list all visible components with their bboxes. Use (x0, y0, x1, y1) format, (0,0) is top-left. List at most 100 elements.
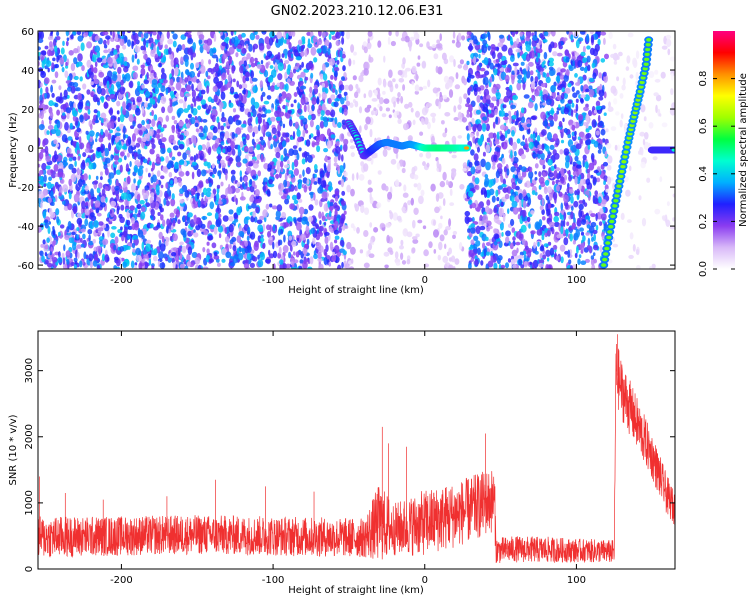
heatmap-cell (394, 251, 399, 259)
heatmap-cell (118, 213, 123, 219)
heatmap-cell (422, 85, 427, 90)
heatmap-cell (313, 87, 319, 95)
heatmap-cell (72, 205, 78, 214)
heatmap-cell (417, 55, 421, 60)
heatmap-cell (66, 226, 70, 233)
heatmap-cell (309, 119, 314, 128)
heatmap-cell (190, 106, 194, 114)
heatmap-cell (127, 39, 131, 47)
heatmap-cell (211, 114, 216, 123)
heatmap-cell (303, 104, 307, 113)
heatmap-cell (127, 235, 132, 240)
heatmap-cell (70, 85, 76, 94)
heatmap-cell (472, 124, 477, 133)
heatmap-cell (221, 86, 226, 92)
heatmap-cell (39, 100, 43, 105)
heatmap-cell (336, 164, 340, 171)
heatmap-cell (213, 76, 220, 84)
heatmap-cell (438, 163, 442, 173)
heatmap-cell (167, 147, 172, 154)
heatmap-cell (244, 240, 249, 247)
heatmap-cell (55, 208, 60, 216)
heatmap-cell (194, 116, 198, 121)
heatmap-cell (47, 49, 52, 57)
heatmap-cell (284, 198, 290, 205)
heatmap-cell (508, 110, 512, 118)
heatmap-cell (352, 75, 357, 81)
heatmap-cell (551, 31, 556, 37)
heatmap-cell (537, 71, 541, 80)
heatmap-cell (238, 231, 245, 237)
heatmap-cell (101, 58, 107, 64)
heatmap-cell (284, 60, 290, 64)
heatmap-cell (253, 242, 259, 251)
heatmap-cell (317, 177, 322, 185)
heatmap-cell (322, 73, 328, 81)
heatmap-cell (123, 143, 126, 150)
heatmap-cell (258, 124, 261, 132)
heatmap-cell (68, 178, 72, 187)
heatmap-cell (449, 202, 455, 207)
heatmap-cell (90, 212, 95, 218)
heatmap-cell (573, 200, 579, 208)
heatmap-cell (366, 41, 372, 50)
heatmap-cell (558, 104, 561, 109)
heatmap-cell (602, 138, 606, 143)
heatmap-cell (252, 158, 256, 164)
heatmap-cell (214, 142, 218, 149)
heatmap-cell (280, 167, 284, 173)
heatmap-cell (233, 212, 238, 219)
heatmap-cell (101, 118, 104, 124)
heatmap-cell (363, 230, 369, 237)
heatmap-cell (485, 205, 490, 214)
heatmap-cell (358, 125, 362, 134)
heatmap-cell (134, 45, 141, 53)
heatmap-cell (368, 89, 373, 98)
heatmap-cell (274, 146, 281, 154)
heatmap-cell (319, 170, 325, 178)
heatmap-cell (141, 33, 144, 39)
heatmap-cell (137, 123, 143, 129)
heatmap-cell (239, 106, 245, 112)
heatmap-cell (160, 184, 164, 189)
heatmap-cell (134, 262, 138, 266)
heatmap-cell (242, 138, 247, 146)
heatmap-cell (42, 139, 46, 147)
heatmap-cell (285, 136, 289, 142)
heatmap-cell (185, 138, 190, 147)
heatmap-cell (468, 161, 473, 168)
heatmap-cell (568, 65, 574, 72)
heatmap-cell (151, 143, 156, 149)
heatmap-cell (278, 246, 282, 255)
heatmap-cell (559, 244, 566, 252)
heatmap-cell (179, 134, 184, 141)
heatmap-cell (588, 110, 592, 117)
heatmap-cell (38, 151, 44, 160)
heatmap-cell (385, 107, 390, 112)
heatmap-cell (75, 87, 81, 92)
heatmap-cell (577, 258, 581, 265)
heatmap-cell (90, 188, 94, 197)
heatmap-cell (415, 233, 420, 238)
heatmap-cell (328, 261, 332, 267)
heatmap-cell (534, 127, 538, 133)
spectrogram-heatmap (38, 31, 675, 269)
heatmap-cell (247, 226, 251, 235)
heatmap-cell (122, 132, 126, 141)
heatmap-cell (341, 107, 344, 115)
heatmap-cell (342, 250, 347, 256)
heatmap-cell (504, 130, 508, 139)
heatmap-cell (313, 253, 319, 260)
heatmap-cell (438, 222, 443, 229)
heatmap-cell (197, 82, 203, 91)
heatmap-cell (94, 45, 101, 53)
heatmap-cell (574, 73, 578, 78)
heatmap-cell (71, 231, 76, 236)
heatmap-cell (325, 203, 328, 211)
heatmap-cell (311, 104, 315, 112)
heatmap-cell (302, 39, 306, 44)
heatmap-cell (129, 161, 132, 167)
heatmap-cell (121, 234, 125, 242)
heatmap-cell (175, 82, 182, 91)
heatmap-cell (159, 243, 166, 252)
